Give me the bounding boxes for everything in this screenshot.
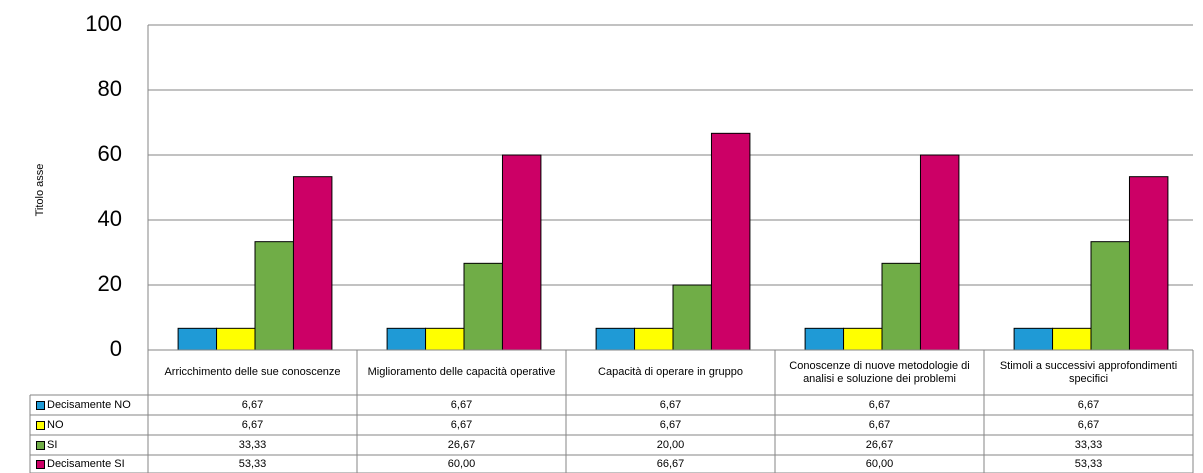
bar — [1128, 176, 1169, 351]
legend-entry: SI — [30, 435, 148, 455]
x-tick-label: Conoscenze di nuove metodologie di anali… — [789, 359, 970, 385]
y-tick-label: 0 — [110, 336, 122, 361]
legend-label: SI — [47, 438, 58, 451]
data-table-value: 53,33 — [1074, 457, 1103, 470]
bar — [254, 241, 294, 351]
data-table-value: 6,67 — [1077, 398, 1100, 411]
bar — [1090, 241, 1130, 351]
data-table-value: 66,67 — [656, 457, 685, 470]
legend-entry: Decisamente NO — [30, 395, 148, 415]
y-tick-label: 20 — [98, 271, 122, 296]
x-tick-label: Arricchimento delle sue conoscenze — [164, 366, 341, 378]
data-table-value: 53,33 — [238, 457, 267, 470]
legend-entry: Decisamente SI — [30, 455, 148, 473]
bar — [216, 327, 256, 351]
bar — [710, 132, 751, 351]
data-table-value: 6,67 — [241, 418, 264, 431]
bar — [386, 327, 427, 351]
legend-swatch — [36, 459, 45, 469]
data-table-value: 6,67 — [241, 398, 264, 411]
legend-label: Decisamente SI — [47, 457, 125, 470]
data-table-value: 60,00 — [447, 457, 476, 470]
data-table-value: 6,67 — [659, 418, 682, 431]
bar — [843, 327, 883, 351]
legend-swatch — [36, 400, 45, 410]
y-tick-label: 100 — [85, 11, 122, 36]
bar — [177, 327, 218, 351]
data-table-value: 6,67 — [1077, 418, 1100, 431]
bar — [672, 284, 712, 351]
x-tick-label: Stimoli a successivi approfondimenti spe… — [999, 359, 1178, 385]
bar — [425, 327, 465, 351]
bar — [881, 262, 921, 351]
y-tick-label: 40 — [98, 206, 122, 231]
legend-entry: NO — [30, 415, 148, 435]
y-tick-label: 80 — [98, 76, 122, 101]
data-table-value: 6,67 — [868, 398, 891, 411]
data-table-value: 6,67 — [659, 398, 682, 411]
data-table-value: 20,00 — [656, 438, 685, 451]
y-tick-label: 60 — [98, 141, 122, 166]
bar — [1013, 327, 1054, 351]
x-tick-label: Capacità di operare in gruppo — [598, 366, 743, 378]
data-table-value: 60,00 — [865, 457, 894, 470]
data-table-value: 6,67 — [450, 398, 473, 411]
bar — [919, 154, 960, 351]
data-table-value: 26,67 — [447, 438, 476, 451]
data-table-value: 26,67 — [865, 438, 894, 451]
y-axis-label: Titolo asse — [34, 164, 46, 217]
legend-swatch — [36, 440, 45, 450]
bar — [501, 154, 542, 351]
data-table-value: 6,67 — [450, 418, 473, 431]
legend-label: Decisamente NO — [47, 398, 131, 411]
data-table-value: 33,33 — [1074, 438, 1103, 451]
bar — [804, 327, 845, 351]
bar — [595, 327, 636, 351]
bar — [463, 262, 503, 351]
legend-swatch — [36, 420, 45, 430]
data-table-value: 6,67 — [868, 418, 891, 431]
data-table-value: 33,33 — [238, 438, 267, 451]
bar — [292, 176, 333, 351]
legend-label: NO — [47, 418, 64, 431]
bar — [1052, 327, 1092, 351]
bar — [634, 327, 674, 351]
x-tick-label: Miglioramento delle capacità operative — [367, 366, 556, 378]
